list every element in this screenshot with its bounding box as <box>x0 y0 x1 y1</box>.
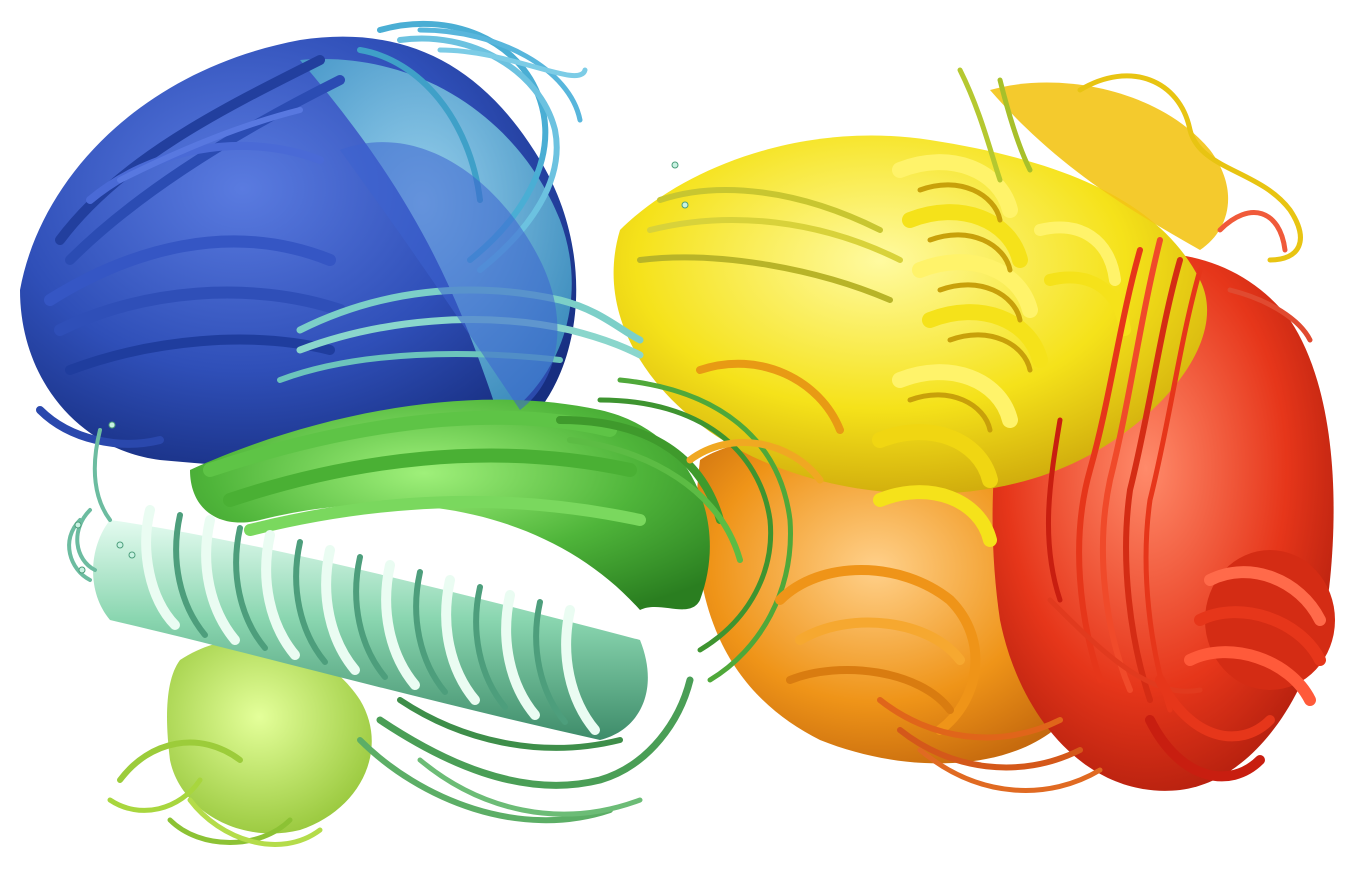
blue-strand-bundle <box>36 55 346 448</box>
mint-helix <box>67 428 648 740</box>
blue-sheet-overlay <box>340 142 558 410</box>
green-sheet-bundle <box>190 377 793 683</box>
red-helix-cluster <box>1145 550 1335 782</box>
yellow-helix-bundle <box>637 67 1303 547</box>
red-strand-bundle <box>1045 210 1313 713</box>
lime-sheet-bundle <box>107 639 372 847</box>
green-lower-loops <box>357 676 694 824</box>
terminal-beads <box>74 161 689 574</box>
orange-loop-bundle <box>686 359 1103 793</box>
